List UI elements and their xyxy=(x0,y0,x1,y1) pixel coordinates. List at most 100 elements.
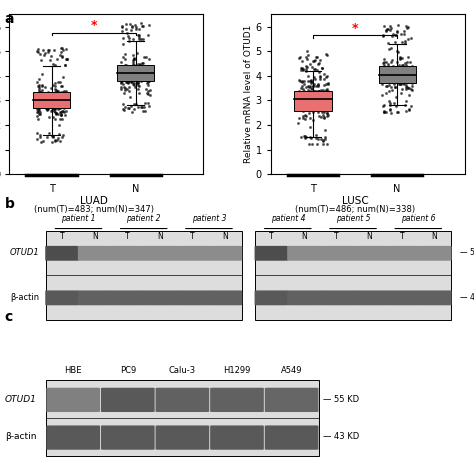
Point xyxy=(36,95,43,103)
Point xyxy=(60,90,67,98)
Point xyxy=(139,59,147,66)
Text: OTUD1: OTUD1 xyxy=(9,248,39,257)
Point xyxy=(316,101,324,109)
Text: c: c xyxy=(5,310,13,325)
Point xyxy=(295,95,302,102)
Point xyxy=(398,85,406,93)
Point xyxy=(124,104,132,112)
Point xyxy=(399,70,407,78)
Point xyxy=(397,79,404,86)
Point xyxy=(389,62,397,70)
Point xyxy=(121,64,129,72)
Point xyxy=(309,100,316,108)
Point xyxy=(142,100,149,107)
Point xyxy=(128,26,135,34)
Point xyxy=(119,100,127,108)
Point xyxy=(55,93,63,100)
Point xyxy=(60,109,68,116)
Point xyxy=(401,60,409,67)
Point xyxy=(54,78,61,86)
Point xyxy=(141,74,149,82)
Point xyxy=(305,140,312,147)
Point xyxy=(299,93,307,100)
Point xyxy=(306,114,314,122)
Point xyxy=(380,108,388,116)
Point xyxy=(322,73,330,81)
Point xyxy=(309,105,317,112)
Point xyxy=(408,79,416,87)
Point xyxy=(320,94,328,102)
Point xyxy=(383,64,391,72)
Point xyxy=(389,73,396,81)
Point xyxy=(390,81,397,88)
Point xyxy=(308,90,316,97)
Point xyxy=(382,58,390,66)
Text: patient 6: patient 6 xyxy=(401,214,436,223)
Point xyxy=(296,104,303,112)
Point xyxy=(391,66,398,73)
Point xyxy=(143,66,151,73)
Text: patient 1: patient 1 xyxy=(61,214,96,223)
Point xyxy=(385,81,392,89)
Point xyxy=(118,83,125,91)
Point xyxy=(309,99,317,107)
Point xyxy=(316,75,323,83)
Point xyxy=(45,100,52,108)
Point xyxy=(301,132,308,140)
Point xyxy=(145,69,153,76)
Point xyxy=(48,138,56,146)
Point xyxy=(385,69,392,77)
Point xyxy=(308,102,316,109)
Point xyxy=(129,63,137,71)
Point xyxy=(379,31,386,38)
Point xyxy=(396,54,404,61)
Point xyxy=(124,78,131,85)
Point xyxy=(301,132,309,140)
Point xyxy=(386,105,394,113)
Point xyxy=(118,23,126,31)
Point xyxy=(320,70,328,78)
Point xyxy=(320,108,328,116)
Point xyxy=(46,89,53,96)
Point xyxy=(137,69,144,77)
Point xyxy=(295,114,303,122)
Bar xyxy=(117,64,154,81)
Point xyxy=(308,96,315,103)
Point xyxy=(324,88,331,96)
Point xyxy=(144,69,152,76)
Point xyxy=(123,30,131,37)
Point xyxy=(403,25,411,32)
Point xyxy=(44,96,52,103)
Point xyxy=(142,70,150,78)
Text: Calu-3: Calu-3 xyxy=(169,366,196,375)
Point xyxy=(312,96,320,104)
FancyBboxPatch shape xyxy=(265,426,319,450)
Point xyxy=(49,94,57,102)
Point xyxy=(122,64,130,72)
Point xyxy=(34,48,42,56)
Point xyxy=(117,80,125,87)
Point xyxy=(300,65,307,73)
Point xyxy=(391,65,399,73)
Point xyxy=(322,50,330,58)
Point xyxy=(36,94,44,102)
Point xyxy=(121,84,129,91)
Point xyxy=(39,137,46,145)
Point xyxy=(145,73,152,81)
Point xyxy=(122,61,129,69)
Point xyxy=(313,102,320,110)
Point xyxy=(314,82,321,90)
Point xyxy=(315,93,323,101)
Point xyxy=(118,66,126,73)
Point xyxy=(34,47,41,55)
Point xyxy=(122,25,130,33)
Point xyxy=(54,92,61,100)
Point xyxy=(35,75,43,83)
Point xyxy=(52,95,60,102)
Point xyxy=(144,79,152,86)
Point xyxy=(133,25,140,33)
Point xyxy=(58,44,66,52)
Text: N: N xyxy=(222,231,228,240)
Point xyxy=(323,91,331,98)
Point xyxy=(55,101,63,109)
